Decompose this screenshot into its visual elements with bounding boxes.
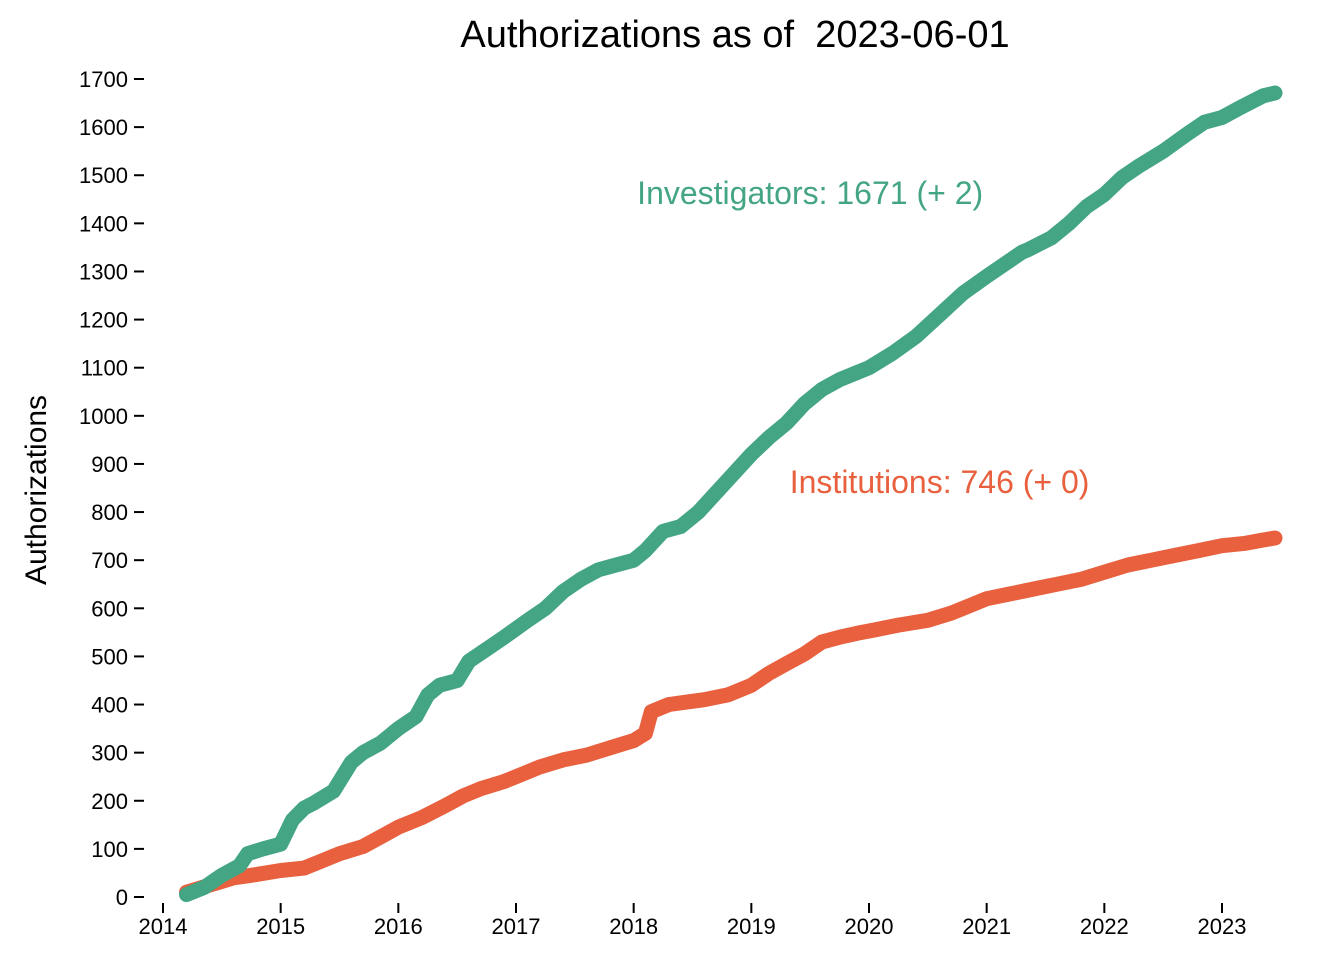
y-tick-label: 600 xyxy=(91,596,128,621)
y-tick-label: 1100 xyxy=(81,356,128,381)
series-label-institutions: Institutions: 746 (+ 0) xyxy=(790,464,1090,500)
x-tick-label: 2015 xyxy=(256,914,305,939)
y-tick-label: 200 xyxy=(91,789,128,814)
y-tick-label: 0 xyxy=(116,885,128,910)
x-tick-label: 2018 xyxy=(609,914,658,939)
y-tick-label: 100 xyxy=(91,837,128,862)
series-line-institutions xyxy=(179,530,1283,900)
y-tick-label: 1500 xyxy=(79,163,128,188)
y-tick-label: 700 xyxy=(91,548,128,573)
chart-title: Authorizations as of 2023-06-01 xyxy=(460,14,1010,56)
x-tick-label: 2023 xyxy=(1198,914,1247,939)
y-tick-label: 1600 xyxy=(79,115,128,140)
series-lines xyxy=(179,85,1283,903)
x-tick-label: 2017 xyxy=(492,914,541,939)
series-labels: Investigators: 1671 (+ 2) Institutions: 7… xyxy=(637,175,1089,500)
y-axis: 0 100 200 300 400 500 600 700 800 900 1000 1100 1200… xyxy=(79,67,144,910)
y-tick-label: 800 xyxy=(91,500,128,525)
series-label-investigators: Investigators: 1671 (+ 2) xyxy=(637,175,983,211)
x-tick-label: 2019 xyxy=(727,914,776,939)
x-tick-label: 2014 xyxy=(139,914,188,939)
y-axis-title: Authorizations xyxy=(20,395,53,585)
y-tick-label: 900 xyxy=(91,452,128,477)
x-tick-label: 2021 xyxy=(962,914,1011,939)
y-tick-label: 1300 xyxy=(79,259,128,284)
series-line-investigators xyxy=(179,85,1283,903)
y-tick-label: 500 xyxy=(91,644,128,669)
y-tick-label: 300 xyxy=(91,741,128,766)
y-tick-label: 1700 xyxy=(79,67,128,92)
x-tick-label: 2016 xyxy=(374,914,423,939)
y-tick-label: 400 xyxy=(91,693,128,718)
x-tick-label: 2020 xyxy=(845,914,894,939)
y-tick-label: 1000 xyxy=(79,404,128,429)
y-tick-label: 1400 xyxy=(79,211,128,236)
x-tick-label: 2022 xyxy=(1080,914,1129,939)
y-tick-label: 1200 xyxy=(79,308,128,333)
x-axis: 2014 2015 2016 2017 2018 2019 2020 2021 2022 2023 xyxy=(139,903,1247,939)
